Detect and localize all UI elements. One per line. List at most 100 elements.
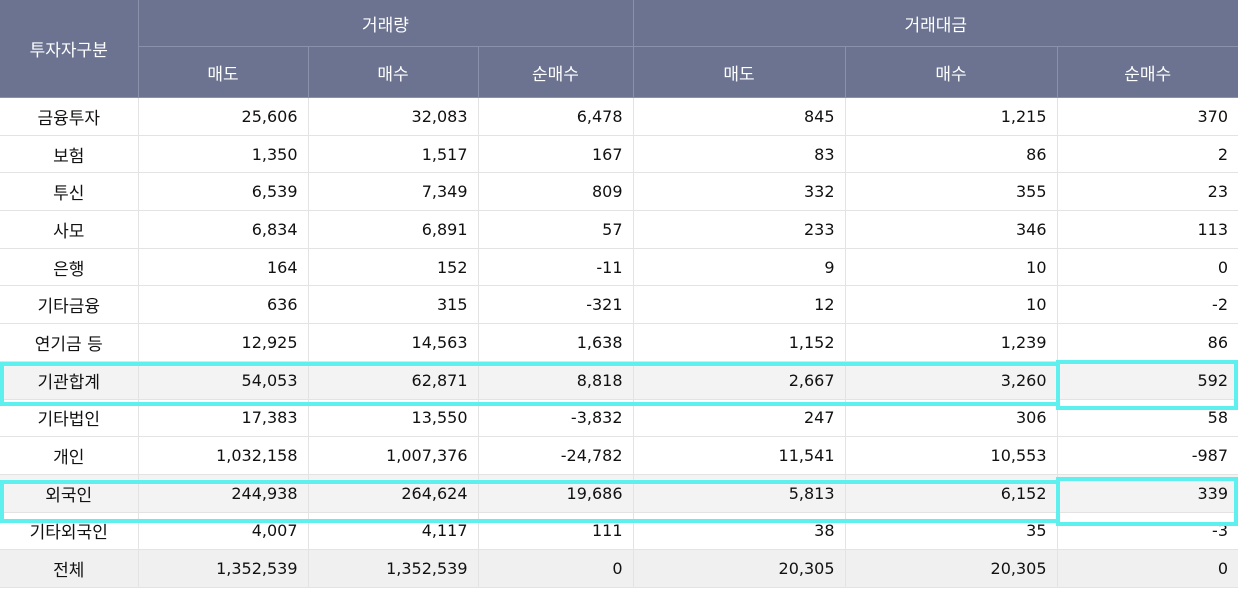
- cell-volume-net: 57: [478, 210, 634, 249]
- cell-amount-buy: 10,553: [845, 436, 1058, 475]
- cell-amount-net: 2: [1057, 135, 1238, 174]
- cell-volume-net: -24,782: [478, 436, 634, 475]
- cell-volume-sell: 25,606: [138, 97, 309, 136]
- cell-volume-net: 111: [478, 512, 634, 551]
- cell-amount-net: -2: [1057, 285, 1238, 325]
- row-label: 보험: [0, 135, 139, 174]
- cell-volume-net: -321: [478, 285, 634, 325]
- cell-volume-buy: 315: [308, 285, 479, 325]
- cell-volume-buy: 13,550: [308, 399, 479, 438]
- cell-volume-net: 0: [478, 549, 634, 588]
- header-amount-net: 순매수: [1057, 46, 1238, 98]
- cell-amount-sell: 9: [633, 248, 846, 287]
- cell-amount-sell: 11,541: [633, 436, 846, 475]
- header-group-volume: 거래량: [138, 0, 634, 47]
- row-label: 전체: [0, 549, 139, 588]
- cell-amount-buy: 10: [845, 248, 1058, 287]
- table-row: 전체 1,352,539 1,352,539 0 20,305 20,305 0: [0, 549, 1238, 588]
- cell-volume-buy: 152: [308, 248, 479, 287]
- cell-amount-sell: 247: [633, 399, 846, 438]
- table-row: 기타법인 17,383 13,550 -3,832 247 306 58: [0, 399, 1238, 438]
- cell-amount-buy: 355: [845, 172, 1058, 212]
- cell-amount-sell: 845: [633, 97, 846, 136]
- cell-volume-sell: 4,007: [138, 512, 309, 551]
- cell-amount-net: -987: [1057, 436, 1238, 475]
- cell-amount-buy: 1,215: [845, 97, 1058, 136]
- header-investor-category: 투자자구분: [0, 0, 139, 98]
- table-row: 기타금융 636 315 -321 12 10 -2: [0, 285, 1238, 325]
- cell-amount-sell: 332: [633, 172, 846, 212]
- cell-amount-buy: 35: [845, 512, 1058, 551]
- table-row: 연기금 등 12,925 14,563 1,638 1,152 1,239 86: [0, 323, 1238, 362]
- cell-amount-net: 86: [1057, 323, 1238, 362]
- cell-volume-buy: 4,117: [308, 512, 479, 551]
- cell-volume-buy: 32,083: [308, 97, 479, 136]
- row-label: 기타외국인: [0, 512, 139, 551]
- cell-volume-net: 6,478: [478, 97, 634, 136]
- cell-volume-sell: 6,539: [138, 172, 309, 212]
- cell-volume-sell: 636: [138, 285, 309, 325]
- table-row: 기관합계 54,053 62,871 8,818 2,667 3,260 592: [0, 361, 1238, 400]
- cell-amount-buy: 10: [845, 285, 1058, 325]
- header-group-amount: 거래대금: [633, 0, 1238, 47]
- cell-amount-sell: 12: [633, 285, 846, 325]
- cell-amount-net: 339: [1057, 474, 1238, 513]
- cell-volume-net: 1,638: [478, 323, 634, 362]
- cell-volume-net: -3,832: [478, 399, 634, 438]
- row-label: 은행: [0, 248, 139, 287]
- cell-amount-sell: 5,813: [633, 474, 846, 513]
- cell-volume-sell: 1,032,158: [138, 436, 309, 475]
- row-label: 연기금 등: [0, 323, 139, 362]
- cell-amount-sell: 2,667: [633, 361, 846, 400]
- row-label: 사모: [0, 210, 139, 249]
- cell-volume-net: 8,818: [478, 361, 634, 400]
- cell-volume-net: 167: [478, 135, 634, 174]
- row-label: 금융투자: [0, 97, 139, 136]
- cell-amount-sell: 20,305: [633, 549, 846, 588]
- table-row: 은행 164 152 -11 9 10 0: [0, 248, 1238, 287]
- table-row: 사모 6,834 6,891 57 233 346 113: [0, 210, 1238, 249]
- cell-amount-buy: 306: [845, 399, 1058, 438]
- cell-amount-sell: 83: [633, 135, 846, 174]
- cell-volume-sell: 1,352,539: [138, 549, 309, 588]
- cell-volume-buy: 1,352,539: [308, 549, 479, 588]
- cell-volume-buy: 62,871: [308, 361, 479, 400]
- table-row: 외국인 244,938 264,624 19,686 5,813 6,152 339: [0, 474, 1238, 513]
- cell-amount-sell: 38: [633, 512, 846, 551]
- cell-amount-net: 23: [1057, 172, 1238, 212]
- cell-amount-buy: 20,305: [845, 549, 1058, 588]
- cell-volume-net: -11: [478, 248, 634, 287]
- cell-amount-net: 370: [1057, 97, 1238, 136]
- row-label: 외국인: [0, 474, 139, 513]
- cell-volume-sell: 1,350: [138, 135, 309, 174]
- cell-volume-sell: 17,383: [138, 399, 309, 438]
- header-amount-buy: 매수: [845, 46, 1058, 98]
- table-row: 금융투자 25,606 32,083 6,478 845 1,215 370: [0, 97, 1238, 136]
- cell-amount-sell: 1,152: [633, 323, 846, 362]
- cell-volume-sell: 12,925: [138, 323, 309, 362]
- cell-volume-buy: 14,563: [308, 323, 479, 362]
- row-label: 기타금융: [0, 285, 139, 325]
- row-label: 개인: [0, 436, 139, 475]
- cell-amount-net: 0: [1057, 549, 1238, 588]
- cell-volume-sell: 244,938: [138, 474, 309, 513]
- table-row: 기타외국인 4,007 4,117 111 38 35 -3: [0, 512, 1238, 551]
- cell-amount-buy: 6,152: [845, 474, 1058, 513]
- cell-amount-buy: 1,239: [845, 323, 1058, 362]
- cell-volume-buy: 1,007,376: [308, 436, 479, 475]
- header-amount-sell: 매도: [633, 46, 846, 98]
- table-row: 보험 1,350 1,517 167 83 86 2: [0, 135, 1238, 174]
- cell-amount-net: 58: [1057, 399, 1238, 438]
- cell-amount-net: 592: [1057, 361, 1238, 400]
- row-label: 투신: [0, 172, 139, 212]
- table-row: 개인 1,032,158 1,007,376 -24,782 11,541 10,553-…: [0, 436, 1238, 475]
- row-label: 기타법인: [0, 399, 139, 438]
- cell-volume-sell: 6,834: [138, 210, 309, 249]
- cell-amount-net: 113: [1057, 210, 1238, 249]
- header-volume-buy: 매수: [308, 46, 479, 98]
- cell-amount-net: 0: [1057, 248, 1238, 287]
- cell-amount-buy: 86: [845, 135, 1058, 174]
- header-volume-sell: 매도: [138, 46, 309, 98]
- table-row: 투신 6,539 7,349 809 332 355 23: [0, 172, 1238, 212]
